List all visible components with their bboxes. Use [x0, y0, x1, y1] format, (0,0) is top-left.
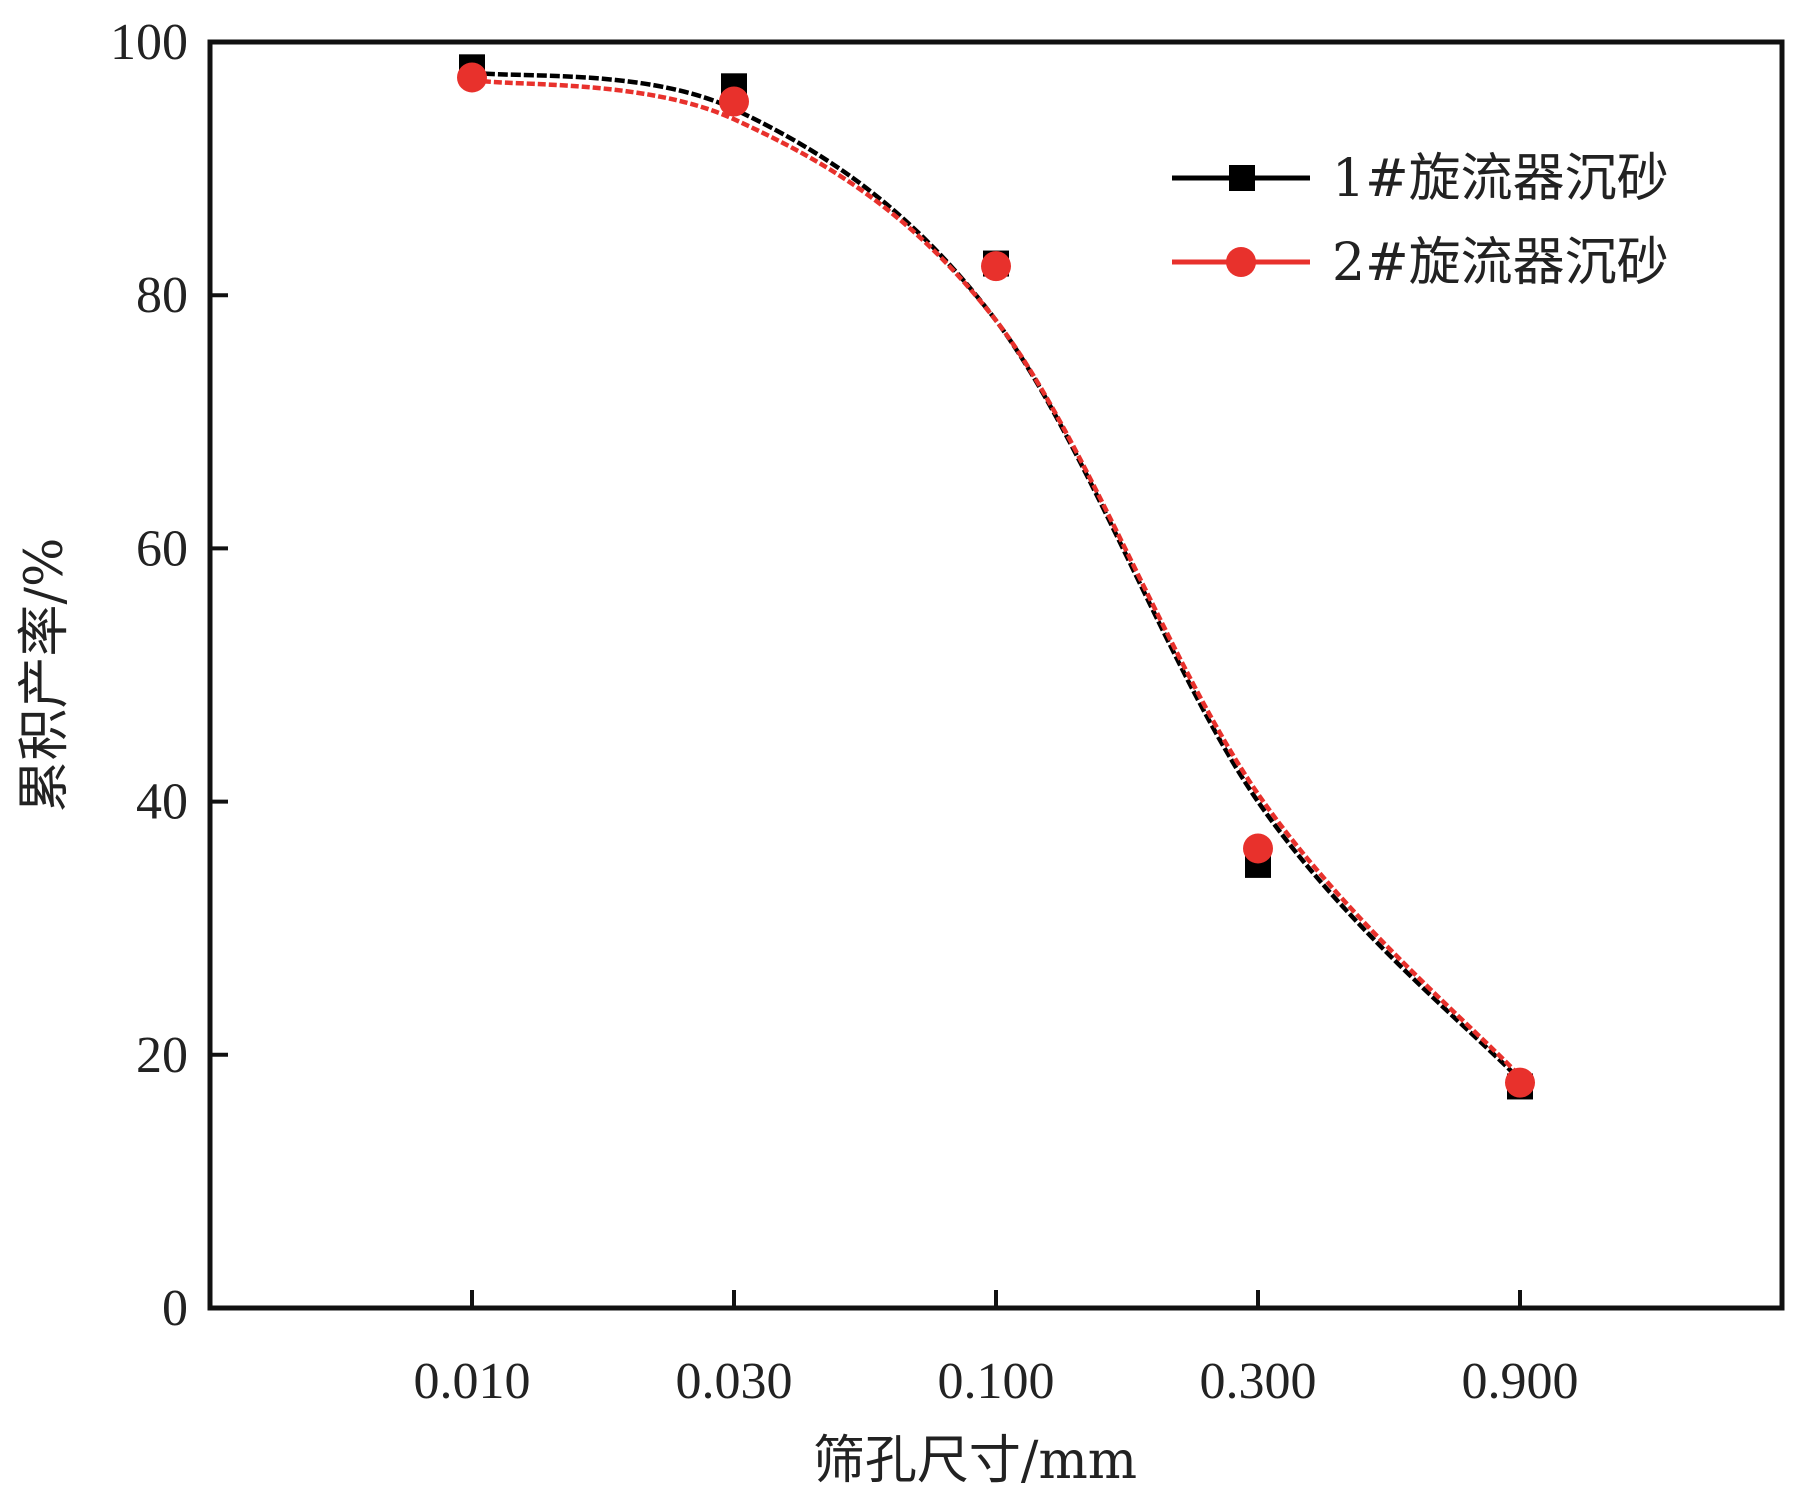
x-tick-label: 0.900 — [1462, 1353, 1579, 1410]
data-points — [457, 54, 1535, 1100]
x-tick-label: 0.300 — [1200, 1353, 1317, 1410]
x-tick-label: 0.030 — [676, 1353, 793, 1410]
axes: 0 20 40 60 80 100 0.010 0.030 0.100 0.300 0.900 筛孔尺… — [15, 14, 1785, 1491]
y-tick-label: 40 — [136, 774, 188, 831]
legend-label-series-2: 2#旋流器沉砂 — [1332, 233, 1669, 293]
fit-curve-series-1 — [471, 70, 1522, 1082]
data-point-series-2 — [719, 86, 749, 117]
legend-label-series-1: 1#旋流器沉砂 — [1332, 149, 1669, 209]
legend: 1#旋流器沉砂 2#旋流器沉砂 — [1172, 149, 1669, 293]
data-point-series-2 — [457, 62, 487, 93]
legend-marker-series-1 — [1229, 165, 1255, 191]
fit-curve-series-2 — [471, 77, 1522, 1078]
y-tick-label: 80 — [136, 267, 188, 324]
legend-marker-series-2 — [1226, 247, 1256, 277]
data-point-series-2 — [1243, 833, 1273, 864]
y-axis-title: 累积产率/% — [15, 538, 75, 813]
x-axis-title: 筛孔尺寸/mm — [813, 1431, 1137, 1491]
plot-frame — [207, 39, 1785, 1311]
y-tick-label: 20 — [136, 1027, 188, 1084]
x-tick-label: 0.010 — [414, 1353, 531, 1410]
y-tick-label: 0 — [162, 1280, 188, 1337]
y-tick-label: 100 — [110, 14, 188, 71]
fit-curves — [471, 70, 1522, 1082]
x-tick-label: 0.100 — [938, 1353, 1055, 1410]
data-point-series-2 — [1505, 1067, 1535, 1098]
data-point-series-2 — [981, 251, 1011, 282]
y-tick-label: 60 — [136, 520, 188, 577]
